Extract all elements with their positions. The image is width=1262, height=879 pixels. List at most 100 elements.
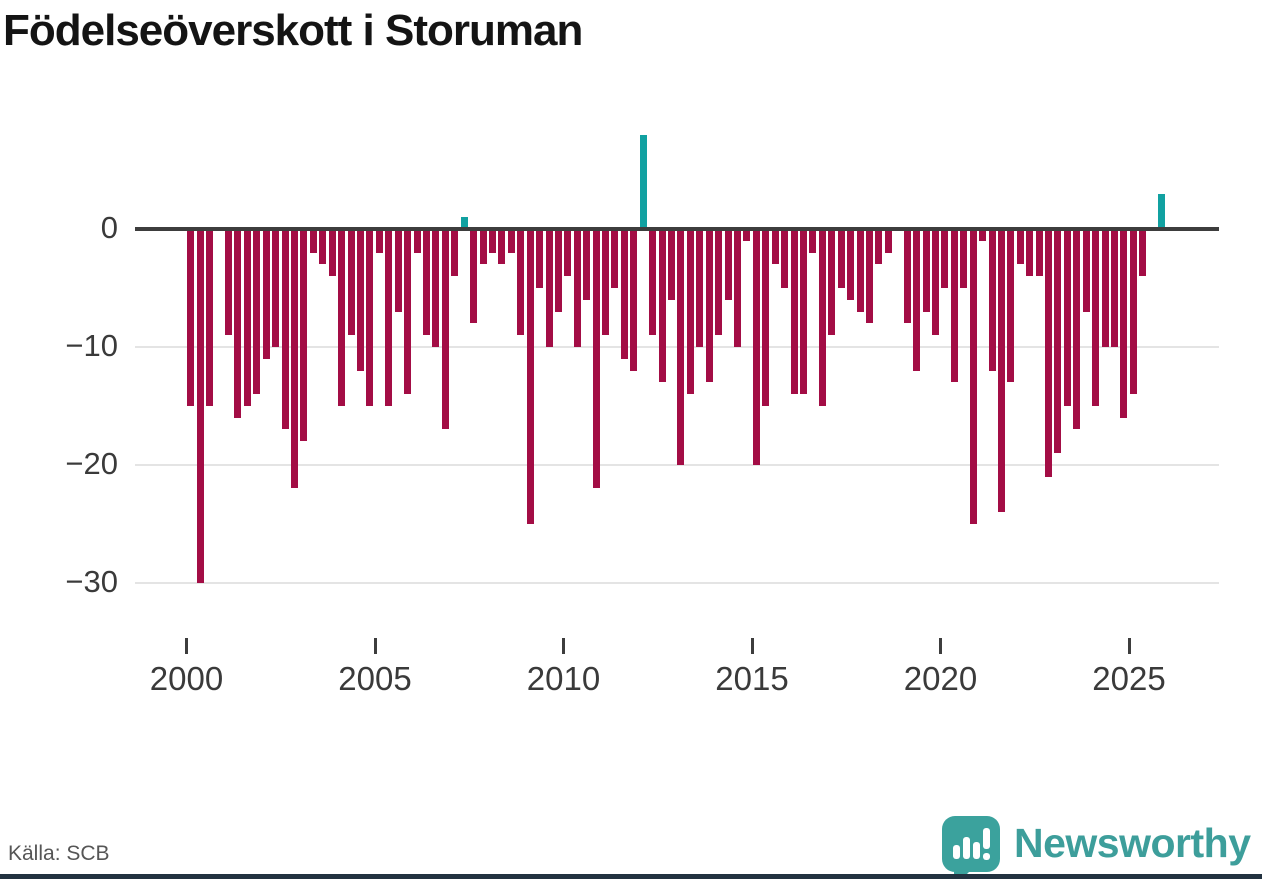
bar-2018-Q1[interactable] [865, 229, 873, 324]
bar-2025-Q2[interactable] [1139, 229, 1147, 277]
bar-2024-Q4[interactable] [1120, 229, 1128, 418]
bar-2004-Q1[interactable] [338, 229, 346, 406]
bar-2014-Q4[interactable] [743, 229, 751, 241]
bar-2005-Q2[interactable] [385, 229, 393, 406]
bar-2014-Q2[interactable] [724, 229, 732, 300]
bar-2005-Q3[interactable] [394, 229, 402, 312]
bar-2002-Q4[interactable] [291, 229, 298, 489]
bar-2017-Q1[interactable] [828, 229, 836, 336]
bar-2001-Q2[interactable] [234, 229, 242, 418]
bar-2004-Q3[interactable] [357, 229, 364, 371]
bar-2019-Q3[interactable] [922, 229, 930, 312]
bar-2021-Q2[interactable] [988, 229, 996, 371]
bar-2008-Q2[interactable] [498, 229, 506, 265]
bar-2000-Q3[interactable] [206, 229, 214, 406]
bar-2009-Q1[interactable] [526, 229, 534, 524]
bar-2016-Q1[interactable] [790, 229, 798, 395]
bar-2007-Q4[interactable] [479, 229, 487, 265]
bar-2021-Q3[interactable] [997, 229, 1005, 512]
bar-2016-Q4[interactable] [818, 229, 826, 406]
bar-2018-Q2[interactable] [875, 229, 883, 265]
bar-2006-Q2[interactable] [422, 229, 430, 336]
bar-2015-Q1[interactable] [752, 229, 760, 465]
bar-2023-Q2[interactable] [1063, 229, 1071, 406]
bar-2010-Q3[interactable] [583, 229, 591, 300]
bar-2019-Q4[interactable] [931, 229, 939, 336]
bar-2009-Q3[interactable] [545, 229, 553, 347]
bar-2020-Q3[interactable] [960, 229, 968, 288]
bar-2015-Q2[interactable] [762, 229, 770, 406]
bar-2021-Q4[interactable] [1007, 229, 1015, 383]
bar-2009-Q4[interactable] [554, 229, 562, 312]
bar-2003-Q4[interactable] [328, 229, 336, 277]
bar-2001-Q3[interactable] [243, 229, 251, 406]
bar-2017-Q3[interactable] [847, 229, 855, 300]
bar-2008-Q4[interactable] [517, 229, 525, 336]
bar-2013-Q4[interactable] [705, 229, 713, 383]
bar-2007-Q2[interactable] [460, 217, 468, 229]
bar-2022-Q1[interactable] [1016, 229, 1024, 265]
bar-2017-Q4[interactable] [856, 229, 864, 312]
bar-2007-Q1[interactable] [451, 229, 459, 277]
bar-2019-Q2[interactable] [913, 229, 921, 371]
bar-2011-Q4[interactable] [630, 229, 638, 371]
bar-2002-Q3[interactable] [281, 229, 289, 430]
bar-2014-Q3[interactable] [734, 229, 741, 347]
bar-2006-Q1[interactable] [413, 229, 421, 253]
bar-2024-Q1[interactable] [1092, 229, 1100, 406]
bar-2006-Q4[interactable] [441, 229, 449, 430]
bar-2000-Q2[interactable] [196, 229, 204, 583]
bar-2011-Q3[interactable] [620, 229, 628, 359]
bar-2003-Q2[interactable] [309, 229, 317, 253]
bar-2003-Q1[interactable] [300, 229, 308, 442]
bar-2016-Q3[interactable] [809, 229, 817, 253]
bar-2024-Q2[interactable] [1101, 229, 1109, 347]
bar-2005-Q1[interactable] [375, 229, 383, 253]
bar-2021-Q1[interactable] [979, 229, 986, 241]
bar-2010-Q2[interactable] [573, 229, 581, 347]
bar-2025-Q4[interactable] [1158, 193, 1166, 229]
bar-2009-Q2[interactable] [536, 229, 543, 288]
bar-2001-Q1[interactable] [225, 229, 232, 336]
bar-2014-Q1[interactable] [715, 229, 723, 336]
bar-2011-Q2[interactable] [611, 229, 619, 288]
bar-2022-Q2[interactable] [1026, 229, 1034, 277]
bar-2002-Q1[interactable] [262, 229, 270, 359]
bar-2004-Q4[interactable] [366, 229, 374, 406]
bar-2025-Q1[interactable] [1129, 229, 1137, 395]
bar-2022-Q3[interactable] [1035, 229, 1043, 277]
bar-2017-Q2[interactable] [837, 229, 845, 288]
bar-2018-Q3[interactable] [884, 229, 892, 253]
bar-2012-Q4[interactable] [668, 229, 675, 300]
bar-2016-Q2[interactable] [800, 229, 807, 395]
bar-2022-Q4[interactable] [1045, 229, 1052, 477]
bar-2010-Q1[interactable] [564, 229, 572, 277]
bar-2023-Q3[interactable] [1073, 229, 1081, 430]
bar-2012-Q1[interactable] [639, 134, 647, 229]
bar-2019-Q1[interactable] [903, 229, 911, 324]
bar-2006-Q3[interactable] [432, 229, 440, 347]
bar-2024-Q3[interactable] [1111, 229, 1118, 347]
bar-2023-Q4[interactable] [1082, 229, 1090, 312]
bar-2004-Q2[interactable] [347, 229, 355, 336]
bar-2000-Q1[interactable] [187, 229, 195, 406]
bar-2011-Q1[interactable] [602, 229, 609, 336]
bar-2020-Q1[interactable] [941, 229, 949, 288]
bar-2012-Q2[interactable] [649, 229, 657, 336]
bar-2008-Q1[interactable] [488, 229, 496, 253]
bar-2012-Q3[interactable] [658, 229, 666, 383]
bar-2010-Q4[interactable] [592, 229, 600, 489]
bar-2003-Q3[interactable] [319, 229, 327, 265]
bar-2020-Q4[interactable] [969, 229, 977, 524]
bar-2008-Q3[interactable] [507, 229, 515, 253]
bar-2005-Q4[interactable] [404, 229, 412, 395]
bar-2023-Q1[interactable] [1054, 229, 1062, 453]
bar-2015-Q3[interactable] [771, 229, 779, 265]
bar-2015-Q4[interactable] [781, 229, 789, 288]
bar-2013-Q3[interactable] [696, 229, 704, 347]
bar-2020-Q2[interactable] [950, 229, 958, 383]
bar-2013-Q1[interactable] [677, 229, 685, 465]
bar-2002-Q2[interactable] [272, 229, 280, 347]
bar-2001-Q4[interactable] [253, 229, 261, 395]
bar-2007-Q3[interactable] [470, 229, 478, 324]
